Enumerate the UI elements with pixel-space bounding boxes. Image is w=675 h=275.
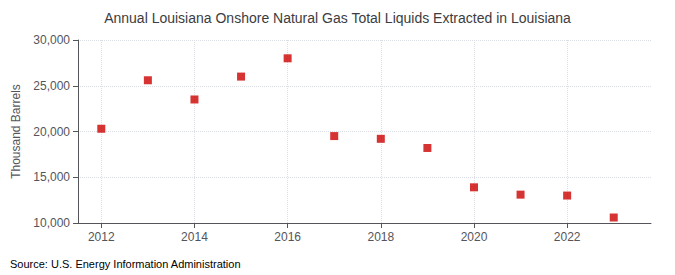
svg-text:25,000: 25,000: [33, 79, 70, 93]
svg-text:10,000: 10,000: [33, 216, 70, 230]
svg-text:Source: U.S. Energy Informatio: Source: U.S. Energy Information Administ…: [10, 258, 241, 270]
svg-text:30,000: 30,000: [33, 33, 70, 47]
svg-text:2020: 2020: [461, 230, 488, 244]
svg-text:15,000: 15,000: [33, 170, 70, 184]
svg-text:2022: 2022: [554, 230, 581, 244]
svg-text:2012: 2012: [88, 230, 115, 244]
svg-text:2016: 2016: [274, 230, 301, 244]
svg-text:2014: 2014: [181, 230, 208, 244]
svg-text:20,000: 20,000: [33, 125, 70, 139]
svg-text:Annual Louisiana Onshore Natur: Annual Louisiana Onshore Natural Gas Tot…: [104, 10, 571, 26]
svg-text:Thousand Barrels: Thousand Barrels: [9, 84, 23, 179]
svg-text:2018: 2018: [367, 230, 394, 244]
